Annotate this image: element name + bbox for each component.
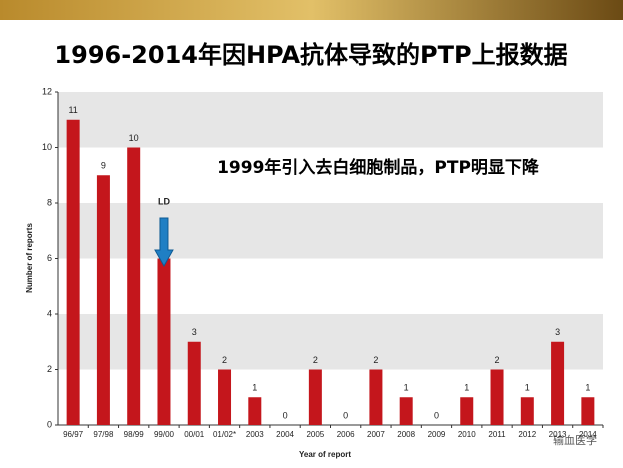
bar <box>520 397 534 425</box>
x-tick-label: 2013 <box>549 430 567 439</box>
bar <box>460 397 474 425</box>
grid-band <box>58 92 603 148</box>
x-tick-label: 2009 <box>428 430 446 439</box>
x-tick-label: 97/98 <box>93 430 114 439</box>
y-axis-title: Number of reports <box>25 223 34 293</box>
chart-title: 1996-2014年因HPA抗体导致的PTP上报数据 <box>54 41 567 69</box>
x-tick-label: 2008 <box>397 430 415 439</box>
bar <box>551 341 565 425</box>
y-tick-label: 2 <box>47 364 52 374</box>
value-label: 2 <box>222 355 227 365</box>
x-tick-label: 2012 <box>518 430 536 439</box>
bar <box>127 147 141 425</box>
x-tick-label: 2007 <box>367 430 385 439</box>
x-tick-label: 2004 <box>276 430 294 439</box>
value-label: 9 <box>101 161 106 171</box>
y-tick-label: 12 <box>42 86 52 96</box>
arrow <box>154 217 174 268</box>
y-tick-label: 4 <box>47 308 52 318</box>
value-label: 1 <box>404 383 409 393</box>
annotation: 1999年引入去白细胞制品，PTP明显下降 <box>217 157 540 178</box>
marker-label: LD <box>158 196 170 206</box>
bar <box>66 119 80 425</box>
bar <box>369 369 383 425</box>
x-tick-label: 2005 <box>306 430 324 439</box>
value-label: 2 <box>495 355 500 365</box>
x-tick-label: 2011 <box>488 430 506 439</box>
value-label: 0 <box>343 410 348 420</box>
value-label: 2 <box>373 355 378 365</box>
y-tick-label: 6 <box>47 253 52 263</box>
bar <box>96 175 110 425</box>
grid-band <box>58 314 603 370</box>
value-label: 2 <box>313 355 318 365</box>
bar <box>490 369 504 425</box>
bar <box>248 397 262 425</box>
value-label: 0 <box>283 410 288 420</box>
bar <box>581 397 595 425</box>
banner <box>0 0 623 20</box>
x-tick-label: 2014 <box>579 430 597 439</box>
watermark: 输血医学 <box>553 433 597 447</box>
x-axis-title: Year of report <box>299 450 351 459</box>
bar <box>187 341 201 425</box>
x-tick-label: 96/97 <box>63 430 84 439</box>
grid-band <box>58 203 603 259</box>
value-label: 3 <box>192 327 197 337</box>
value-label: 0 <box>434 410 439 420</box>
bar <box>399 397 413 425</box>
value-label: 3 <box>555 327 560 337</box>
bar <box>218 369 232 425</box>
value-label: 1 <box>252 383 257 393</box>
x-tick-label: 2006 <box>337 430 355 439</box>
y-tick-label: 8 <box>47 197 52 207</box>
value-label: 1 <box>585 383 590 393</box>
y-tick-label: 10 <box>42 142 52 152</box>
bar <box>308 369 322 425</box>
value-label: 1 <box>464 383 469 393</box>
value-label: 10 <box>129 133 139 143</box>
value-label: 11 <box>68 105 77 115</box>
y-tick-label: 0 <box>47 419 52 429</box>
x-tick-label: 99/00 <box>154 430 175 439</box>
value-label: 1 <box>525 383 530 393</box>
x-tick-label: 00/01 <box>184 430 205 439</box>
x-tick-label: 01/02* <box>213 430 236 439</box>
bar <box>157 258 171 425</box>
x-tick-label: 2010 <box>458 430 476 439</box>
x-tick-label: 2003 <box>246 430 264 439</box>
x-tick-label: 98/99 <box>124 430 145 439</box>
